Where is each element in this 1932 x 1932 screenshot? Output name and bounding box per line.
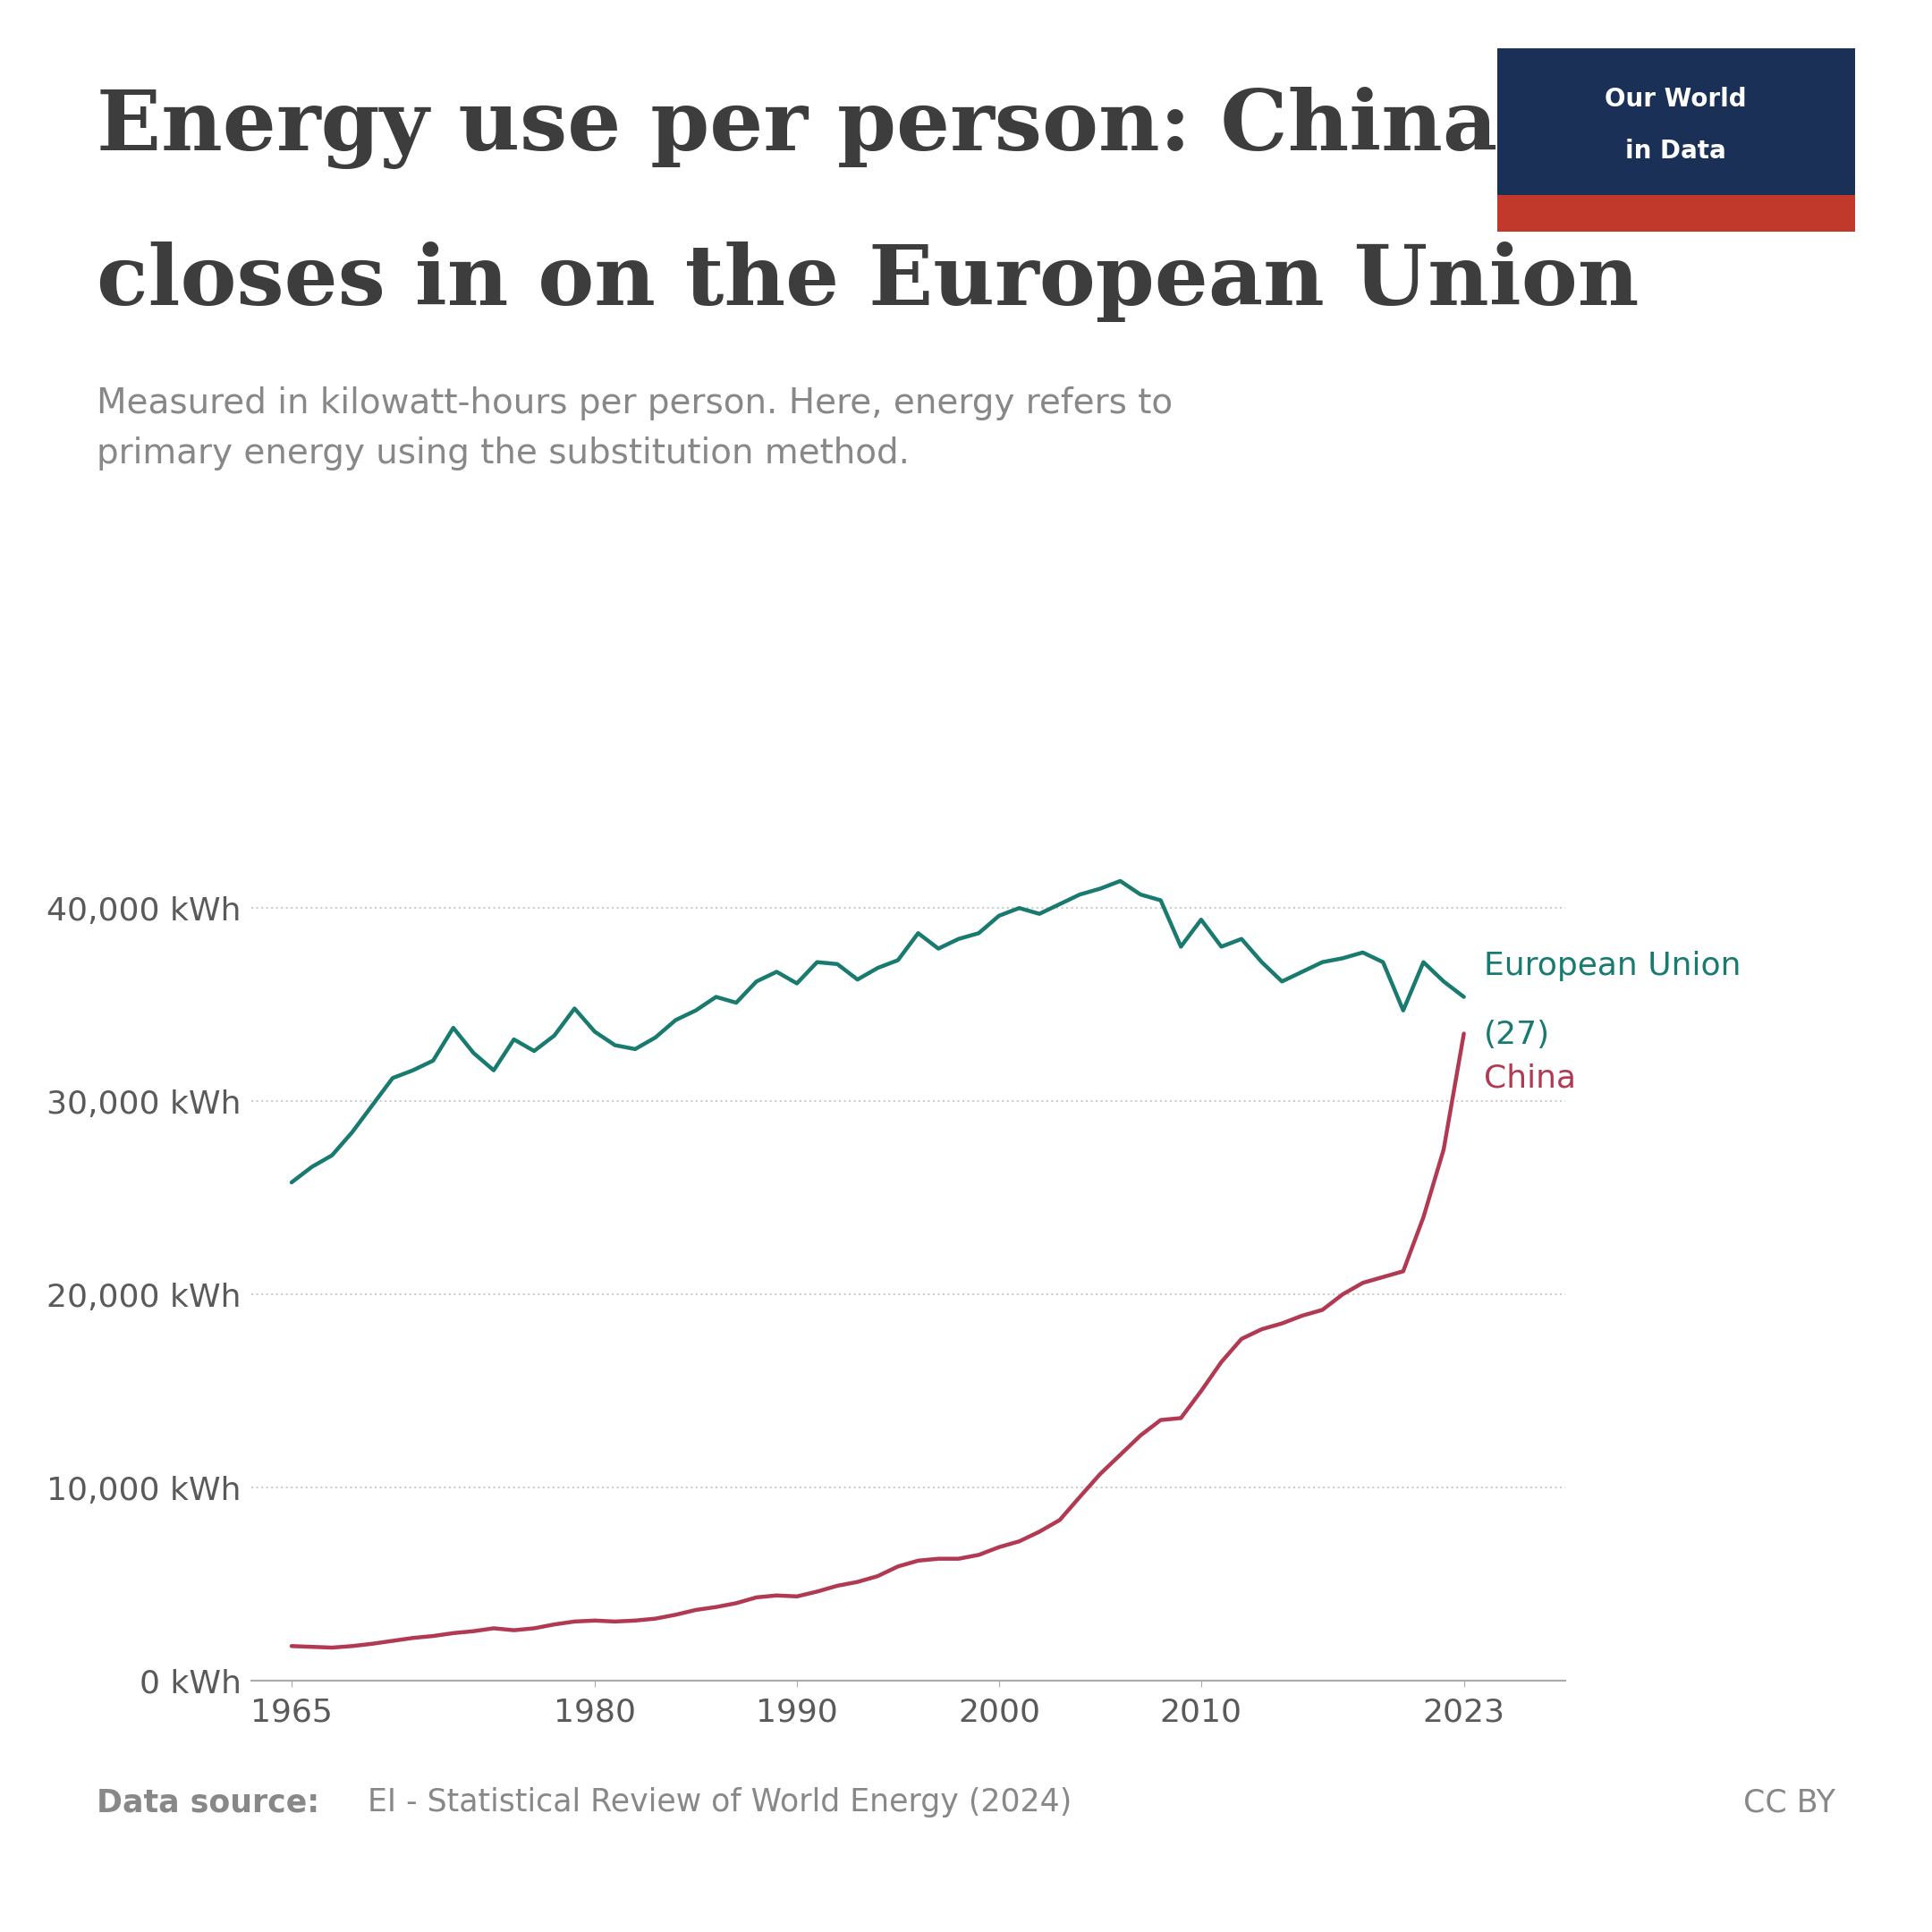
- Bar: [1497, 195, 1855, 232]
- Text: China: China: [1484, 1063, 1577, 1094]
- Text: Energy use per person: China: Energy use per person: China: [97, 87, 1497, 170]
- Text: Our World: Our World: [1605, 87, 1747, 112]
- Text: Data source:: Data source:: [97, 1787, 319, 1818]
- Text: (27): (27): [1484, 1020, 1549, 1051]
- Text: in Data: in Data: [1625, 139, 1727, 164]
- Text: European Union: European Union: [1484, 951, 1741, 981]
- Text: EI - Statistical Review of World Energy (2024): EI - Statistical Review of World Energy …: [357, 1787, 1072, 1818]
- Text: Measured in kilowatt-hours per person. Here, energy refers to
primary energy usi: Measured in kilowatt-hours per person. H…: [97, 386, 1173, 471]
- Text: CC BY: CC BY: [1743, 1787, 1835, 1818]
- Text: closes in on the European Union: closes in on the European Union: [97, 242, 1638, 323]
